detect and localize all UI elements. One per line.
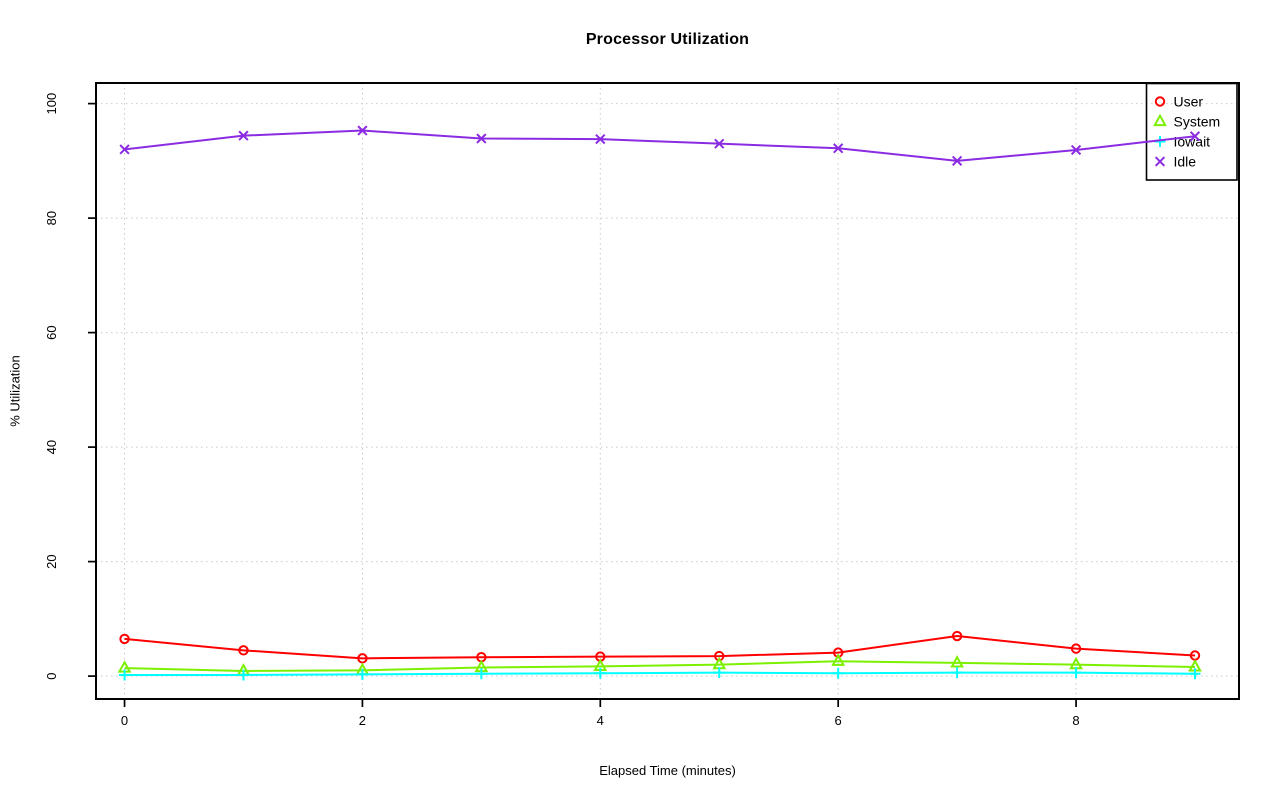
data-point-idle-1	[238, 130, 249, 141]
legend-triangle-marker-icon	[1153, 113, 1167, 127]
data-point-user-7	[951, 630, 963, 642]
data-point-iowait-0	[119, 669, 131, 681]
data-point-idle-0	[119, 144, 130, 155]
chart-title: Processor Utilization	[585, 31, 750, 48]
data-point-idle-5	[714, 138, 725, 149]
data-point-idle-3	[476, 133, 487, 144]
y-tick-label: 80	[44, 211, 59, 225]
series-line-idle	[124, 129, 1196, 162]
y-tick-label: 100	[44, 93, 59, 115]
plot-border	[95, 82, 1240, 700]
series-line-system	[124, 660, 1196, 672]
data-point-idle-8	[1070, 144, 1082, 156]
data-point-user-1	[238, 645, 249, 656]
legend-label-system: System	[1174, 114, 1221, 130]
legend-circle-marker-icon	[1154, 96, 1166, 107]
y-tick-label: 0	[44, 672, 59, 679]
data-point-iowait-9	[1189, 668, 1201, 680]
data-point-system-6	[831, 653, 846, 666]
data-point-system-5	[712, 656, 727, 670]
data-point-iowait-4	[594, 667, 606, 679]
data-point-system-7	[950, 655, 965, 668]
data-point-iowait-6	[832, 667, 844, 679]
data-point-iowait-5	[713, 667, 725, 679]
legend-x-marker-icon	[1154, 156, 1166, 167]
data-point-idle-7	[952, 155, 963, 166]
data-point-iowait-8	[1070, 667, 1082, 679]
y-tick-label: 20	[44, 554, 59, 568]
data-point-idle-9	[1189, 131, 1201, 142]
x-tick-label: 4	[597, 713, 604, 728]
x-tick-label: 6	[835, 713, 842, 728]
data-point-iowait-7	[951, 667, 963, 679]
x-axis-title: Elapsed Time (minutes)	[599, 763, 736, 778]
data-point-user-0	[119, 633, 130, 645]
data-point-iowait-1	[237, 669, 249, 681]
data-point-idle-6	[833, 143, 844, 154]
legend-label-user: User	[1174, 94, 1204, 110]
data-point-idle-2	[357, 125, 368, 136]
data-point-iowait-3	[475, 668, 487, 680]
x-tick-label: 2	[359, 713, 366, 728]
series-line-iowait	[124, 671, 1196, 676]
legend-box	[1145, 82, 1238, 181]
data-point-user-8	[1070, 643, 1082, 654]
y-tick-label: 60	[44, 325, 59, 339]
y-tick-label: 40	[44, 440, 59, 454]
data-point-iowait-2	[356, 668, 368, 680]
x-tick-label: 0	[121, 713, 128, 728]
data-point-idle-4	[595, 133, 606, 145]
legend-label-idle: Idle	[1174, 154, 1197, 170]
x-tick-label: 8	[1072, 713, 1079, 728]
series-line-user	[124, 635, 1196, 660]
